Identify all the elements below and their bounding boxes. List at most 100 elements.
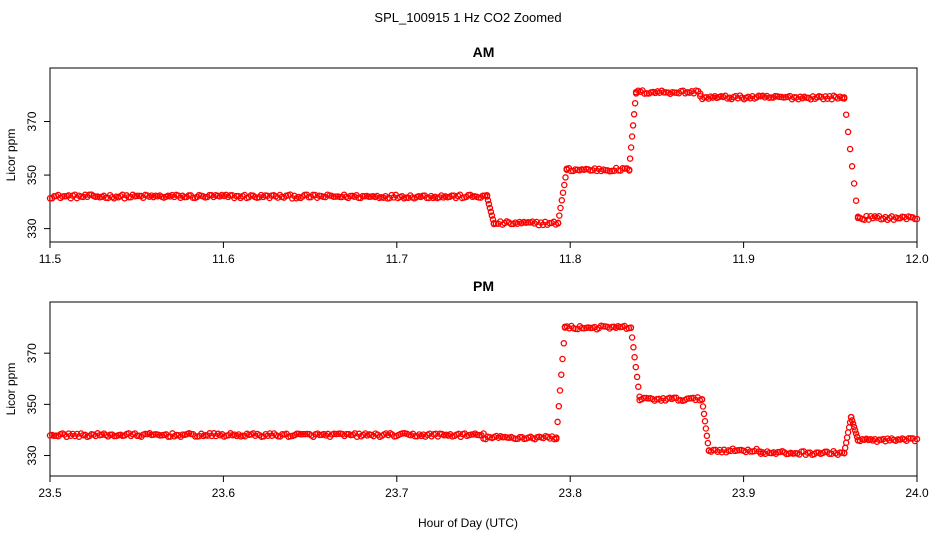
- panel-pm-data-points: [46, 322, 921, 458]
- panel-pm-data-point: [631, 353, 638, 361]
- panel-pm-data-point: [299, 430, 307, 438]
- panel-am-plot-frame: [49, 67, 918, 243]
- panel-am-data-point: [484, 197, 492, 204]
- panel-am-data-point: [559, 189, 567, 196]
- panel-am-data-point: [332, 193, 340, 200]
- panel-am-data-point: [697, 90, 704, 97]
- panel-pm-data-point: [554, 418, 561, 426]
- panel-pm-data-point: [633, 373, 641, 381]
- panel-pm-data-point: [635, 383, 642, 391]
- panel-pm-data-point: [702, 425, 710, 432]
- panel-pm-data-point: [399, 430, 406, 437]
- panel-pm-data-point: [699, 403, 707, 410]
- panel-am-data-point: [643, 90, 651, 97]
- panel-am-data-point: [347, 192, 354, 200]
- panel-am-data-point: [359, 192, 366, 200]
- panel-pm-data-point: [628, 334, 636, 341]
- panel-am-data-point: [641, 90, 648, 97]
- panel-pm-x-tick-label: 24.0: [905, 486, 929, 500]
- panel-pm-data-point: [559, 355, 566, 363]
- panel-pm-data-point: [343, 430, 350, 438]
- panel-am-data-point: [365, 193, 373, 200]
- panel-pm-data-point: [836, 449, 844, 456]
- panel-pm-data-point: [301, 430, 309, 438]
- panel-am-data-point: [562, 174, 569, 181]
- panel-am-data-point: [911, 215, 919, 223]
- panel-am-data-point: [840, 94, 848, 101]
- panel-am-data-point: [330, 193, 337, 200]
- panel-pm-data-point: [156, 432, 164, 439]
- panel-pm-data-point: [644, 395, 652, 402]
- panel-am-y-tick-label: 370: [25, 111, 39, 131]
- panel-am-data-point: [554, 220, 562, 227]
- panel-pm-data-point: [558, 371, 565, 378]
- panel-am-data-point: [630, 111, 638, 118]
- panel-pm-data-point: [111, 432, 118, 440]
- panel-am-x-tick-label: 11.5: [39, 252, 62, 266]
- panel-pm-data-point: [703, 432, 711, 440]
- panel-am-data-point: [488, 212, 496, 219]
- panel-am-x-tick-label: 11.7: [386, 252, 409, 266]
- panel-pm-data-point: [632, 363, 640, 371]
- panel-pm-data-point: [700, 410, 708, 418]
- panel-am-data-point: [844, 128, 852, 136]
- panel-am-data-point: [608, 167, 616, 175]
- panel-am-data-point: [631, 99, 639, 107]
- panel-pm-data-point: [848, 417, 856, 424]
- panel-pm-data-point: [842, 439, 850, 446]
- panel-pm-data-point: [698, 395, 706, 403]
- panel-am-data-point: [479, 192, 487, 199]
- panel-am: AM 11.5 11.6 11.7 11.8 11.9 12.0 330 350 370 Licor…: [4, 44, 929, 266]
- panel-am-x-tick-label: 11.8: [559, 252, 582, 266]
- panel-am-x-tick-label: 12.0: [905, 252, 929, 266]
- panel-am-data-point: [660, 89, 668, 96]
- panel-pm-y-tick-label: 330: [25, 445, 39, 465]
- panel-pm-y-tick-label: 350: [25, 394, 39, 414]
- figure-title: SPL_100915 1 Hz CO2 Zoomed: [374, 10, 561, 25]
- panel-am-data-point: [846, 145, 854, 153]
- panel-pm-data-point: [555, 402, 563, 410]
- panel-pm-data-point: [164, 433, 172, 440]
- panel-pm-x-tick-label: 23.5: [38, 486, 62, 500]
- panel-pm-data-point: [736, 446, 743, 454]
- panel-am-data-point: [485, 200, 493, 208]
- panel-am-data-point: [133, 192, 141, 200]
- panel-pm-data-point: [847, 413, 855, 421]
- panel-pm-data-point: [894, 436, 902, 443]
- panel-am-data-points: [46, 87, 921, 229]
- panel-am-y-axis-label: Licor ppm: [4, 129, 18, 182]
- panel-pm-data-point: [849, 420, 857, 427]
- panel-pm-data-point: [843, 434, 851, 441]
- panel-am-data-point: [557, 204, 564, 212]
- panel-am-data-point: [556, 212, 563, 219]
- panel-pm-data-point: [905, 435, 912, 442]
- x-axis-label: Hour of Day (UTC): [418, 516, 518, 530]
- panel-am-data-point: [625, 166, 633, 173]
- panel-pm-y-tick-label: 370: [25, 343, 39, 363]
- panel-pm-data-point: [774, 448, 782, 456]
- panel-am-title: AM: [473, 44, 495, 60]
- panel-pm-x-tick-label: 23.6: [212, 486, 236, 500]
- panel-pm-data-point: [850, 423, 858, 431]
- panel-am-data-point: [629, 122, 637, 129]
- panel-pm-data-point: [852, 430, 860, 437]
- panel-am-data-point: [487, 208, 495, 216]
- panel-am-data-point: [626, 155, 634, 162]
- panel-pm-data-point: [133, 432, 141, 440]
- panel-am-data-point: [627, 144, 635, 151]
- panel-am-data-point: [850, 180, 858, 187]
- panel-am-data-point: [913, 215, 921, 223]
- panel-pm-data-point: [640, 394, 648, 402]
- panel-pm-x-tick-label: 23.8: [559, 486, 583, 500]
- panel-am-data-point: [776, 93, 783, 101]
- panel-pm-data-point: [851, 427, 859, 434]
- panel-pm-data-point: [875, 436, 883, 443]
- panel-am-data-point: [628, 133, 636, 140]
- panel-pm-y-axis-label: Licor ppm: [4, 363, 18, 416]
- panel-am-data-point: [767, 94, 775, 101]
- panel-am-data-point: [671, 89, 678, 96]
- panel-pm-title: PM: [473, 278, 494, 294]
- panel-pm-data-point: [704, 439, 712, 447]
- panel-pm-data-point: [556, 387, 564, 394]
